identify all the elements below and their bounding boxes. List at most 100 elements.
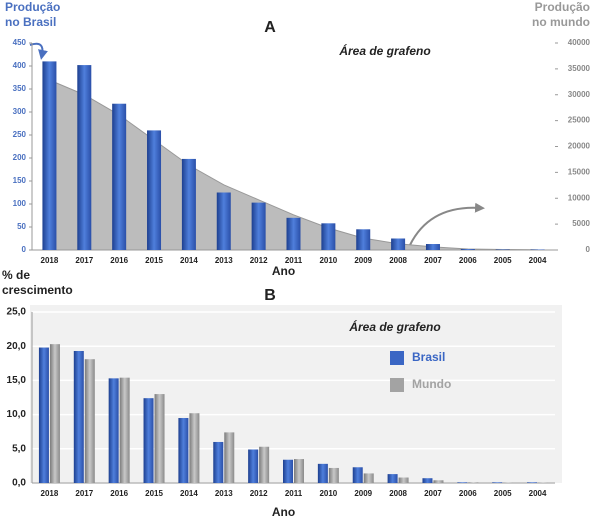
y2-axis-label: no mundo <box>532 15 590 29</box>
bar <box>492 482 503 483</box>
x-tick-label: 2008 <box>389 489 407 498</box>
x-tick-label: 2012 <box>250 256 268 265</box>
bar <box>363 473 374 483</box>
bar <box>216 192 231 250</box>
x-tick-label: 2014 <box>180 256 198 265</box>
bar <box>352 467 363 483</box>
y-tick-label: 15,0 <box>7 375 27 386</box>
x-tick-label: 2015 <box>145 489 163 498</box>
chart-title: B <box>264 287 276 304</box>
bar <box>460 249 475 250</box>
x-tick-label: 2018 <box>41 256 59 265</box>
y-axis-label: % de <box>2 268 30 282</box>
y2-tick-label: 40000 <box>568 38 591 47</box>
y2-tick-label: 15000 <box>568 167 591 176</box>
y-tick-label: 200 <box>13 153 27 162</box>
x-tick-label: 2014 <box>180 489 198 498</box>
chart-title: A <box>264 19 276 36</box>
y2-tick-label: 35000 <box>568 64 591 73</box>
bar <box>143 398 154 483</box>
bar <box>457 482 468 483</box>
y2-tick-label: 20000 <box>568 142 591 151</box>
legend-label: Brasil <box>412 350 445 364</box>
x-tick-label: 2009 <box>354 256 372 265</box>
x-tick-label: 2005 <box>494 256 512 265</box>
bar <box>119 377 130 483</box>
bar <box>283 459 293 483</box>
bar <box>425 244 440 250</box>
bar <box>294 459 304 483</box>
arrow <box>409 202 485 246</box>
bar <box>422 478 433 483</box>
x-tick-label: 2013 <box>215 256 233 265</box>
bar <box>73 350 84 483</box>
y-tick-label: 0,0 <box>12 478 26 489</box>
bar <box>108 378 119 483</box>
x-tick-label: 2008 <box>389 256 407 265</box>
y2-tick-label: 25000 <box>568 116 591 125</box>
bar <box>42 61 57 251</box>
x-tick-label: 2015 <box>145 256 163 265</box>
bar <box>181 158 196 250</box>
y-tick-label: 100 <box>13 199 27 208</box>
bar <box>147 130 162 250</box>
y-tick-label: 0 <box>22 245 27 254</box>
legend-swatch <box>390 351 404 365</box>
y2-tick-label: 30000 <box>568 90 591 99</box>
legend-label: Mundo <box>412 377 451 391</box>
bar <box>317 463 328 483</box>
x-tick-label: 2004 <box>529 256 547 265</box>
bar <box>112 103 127 250</box>
bar <box>248 449 259 483</box>
x-tick-label: 2017 <box>75 489 93 498</box>
legend-swatch <box>390 378 404 392</box>
bar <box>259 446 270 483</box>
x-tick-label: 2010 <box>319 256 337 265</box>
bar <box>398 477 409 483</box>
y-axis-label: no Brasil <box>5 15 56 29</box>
bar <box>468 482 479 483</box>
y2-tick-label: 10000 <box>568 193 591 202</box>
x-tick-label: 2007 <box>424 489 442 498</box>
bar <box>391 238 406 250</box>
bar <box>178 418 189 483</box>
y-tick-label: 400 <box>13 61 27 70</box>
x-tick-label: 2013 <box>215 489 233 498</box>
bar <box>49 344 60 483</box>
bar <box>84 359 95 483</box>
x-tick-label: 2010 <box>319 489 337 498</box>
annotation: Área de grafeno <box>338 43 430 58</box>
y-tick-label: 150 <box>13 176 27 185</box>
y2-axis-label: Produção <box>535 0 590 14</box>
x-tick-label: 2004 <box>529 489 547 498</box>
bar <box>286 217 301 250</box>
y-tick-label: 350 <box>13 84 27 93</box>
x-tick-label: 2009 <box>354 489 372 498</box>
x-tick-label: 2007 <box>424 256 442 265</box>
x-tick-label: 2017 <box>75 256 93 265</box>
x-tick-label: 2016 <box>110 489 128 498</box>
bar <box>433 480 444 483</box>
annotation: Área de grafeno <box>348 319 440 334</box>
y2-tick-label: 5000 <box>572 219 590 228</box>
bar <box>387 474 398 483</box>
bar <box>328 467 339 483</box>
bar <box>189 413 200 483</box>
y-tick-label: 300 <box>13 107 27 116</box>
y-axis-label: crescimento <box>2 283 73 297</box>
bar <box>213 441 224 483</box>
y-tick-label: 25,0 <box>7 307 27 318</box>
x-tick-label: 2005 <box>494 489 512 498</box>
bar <box>77 65 92 250</box>
bar <box>527 482 538 483</box>
bar <box>224 432 235 483</box>
y-tick-label: 5,0 <box>12 443 26 454</box>
y-tick-label: 250 <box>13 130 27 139</box>
bar <box>251 202 266 250</box>
x-tick-label: 2006 <box>459 489 477 498</box>
x-axis-label: Ano <box>272 505 295 519</box>
x-tick-label: 2011 <box>285 489 303 498</box>
y-tick-label: 20,0 <box>7 341 27 352</box>
x-tick-label: 2016 <box>110 256 128 265</box>
bar <box>356 229 371 250</box>
